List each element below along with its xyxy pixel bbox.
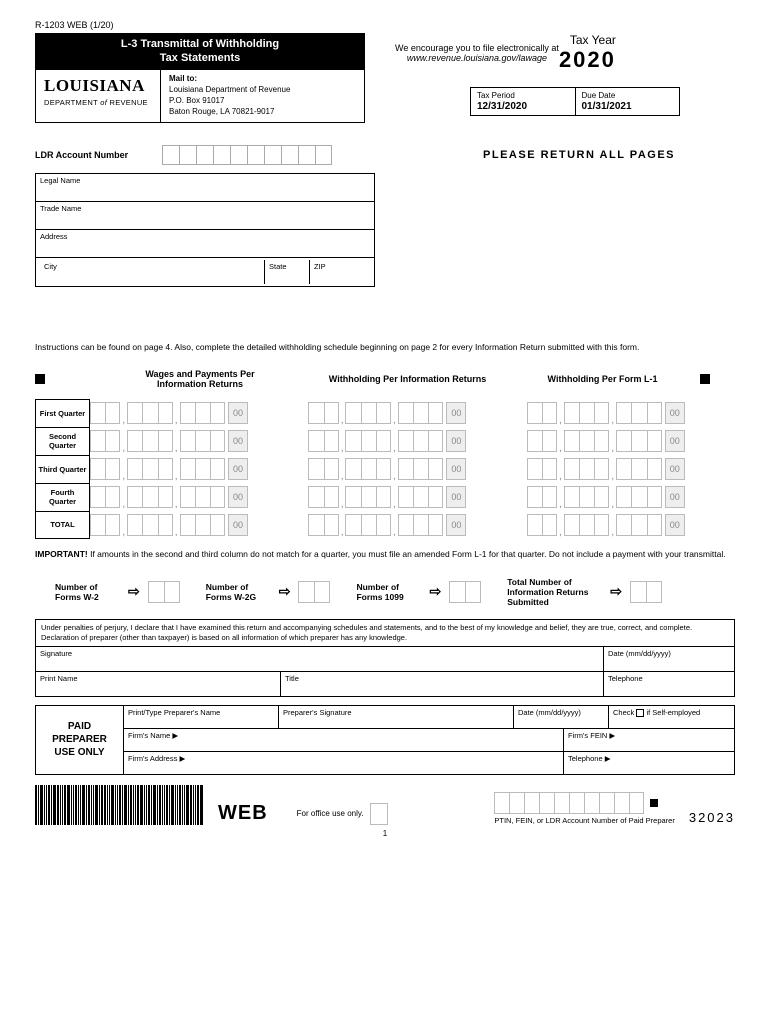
important-notice: IMPORTANT! If amounts in the second and …: [35, 549, 735, 560]
legal-name-field[interactable]: Legal Name: [36, 174, 374, 202]
f1099-count-input[interactable]: [449, 581, 481, 603]
amount-cell[interactable]: ,,00: [90, 399, 298, 427]
forms-count-row: Number of Forms W-2 ⇨ Number of Forms W-…: [35, 577, 735, 608]
total-returns-input[interactable]: [630, 581, 662, 603]
mail-to: Mail to: Louisiana Department of Revenue…: [161, 70, 364, 122]
amount-cell[interactable]: ,,00: [90, 427, 298, 455]
amount-cell[interactable]: ,,00: [308, 455, 516, 483]
tax-period: 12/31/2020: [477, 101, 569, 112]
logo-main: LOUISIANA: [44, 76, 152, 96]
amount-cell[interactable]: ,,00: [527, 483, 735, 511]
amount-cell[interactable]: ,,00: [308, 483, 516, 511]
form-id: R-1203 WEB (1/20): [35, 20, 735, 30]
account-label: LDR Account Number: [35, 150, 150, 160]
state-field[interactable]: State: [265, 260, 310, 284]
office-only-box[interactable]: [370, 803, 388, 825]
amount-cell[interactable]: ,,00: [308, 399, 516, 427]
tax-year: 2020: [559, 47, 616, 73]
self-employed-check[interactable]: Check if Self-employed: [609, 706, 734, 728]
city-field[interactable]: City: [40, 260, 265, 284]
logo: LOUISIANA DEPARTMENT of REVENUE: [36, 70, 161, 122]
due-date-label: Due Date: [582, 91, 674, 100]
amount-cell[interactable]: ,,00: [527, 427, 735, 455]
bottom-row: WEB For office use only. PTIN, FEIN, or …: [35, 785, 735, 825]
mail-label: Mail to:: [169, 74, 356, 85]
header-box: L-3 Transmittal of Withholding Tax State…: [35, 33, 365, 123]
logo-sub: DEPARTMENT of REVENUE: [44, 98, 152, 107]
w2-label: Number of Forms W-2: [55, 582, 120, 602]
amount-cell[interactable]: ,,00: [308, 511, 516, 539]
preparer-signature-field[interactable]: Preparer's Signature: [279, 706, 514, 728]
w2-count-input[interactable]: [148, 581, 180, 603]
taxpayer-info-table: Legal Name Trade Name Address City State…: [35, 173, 375, 287]
arrow-icon: ⇨: [279, 583, 291, 600]
barcode: [35, 785, 204, 825]
preparer-name-field[interactable]: Print/Type Preparer's Name: [124, 706, 279, 728]
header-row: L-3 Transmittal of Withholding Tax State…: [35, 33, 735, 123]
total-returns-label: Total Number of Information Returns Subm…: [507, 577, 602, 608]
instructions-text: Instructions can be found on page 4. Als…: [35, 342, 735, 353]
account-number-input[interactable]: [162, 145, 332, 165]
tax-year-label: Tax Year: [559, 33, 616, 47]
trade-name-field[interactable]: Trade Name: [36, 202, 374, 230]
telephone-field[interactable]: Telephone: [604, 672, 734, 696]
efile-url: www.revenue.louisiana.gov/lawage: [395, 53, 559, 63]
w2g-label: Number of Forms W-2G: [206, 582, 271, 602]
ptin-label: PTIN, FEIN, or LDR Account Number of Pai…: [494, 816, 674, 825]
ptin-input[interactable]: [494, 792, 644, 814]
office-only-label: For office use only.: [297, 809, 364, 819]
arrow-icon: ⇨: [610, 583, 622, 600]
page-number: 1: [35, 829, 735, 838]
firm-name-field[interactable]: Firm's Name ▶: [124, 729, 564, 751]
title-field[interactable]: Title: [281, 672, 604, 696]
amount-cell[interactable]: ,,00: [527, 511, 735, 539]
amount-cell[interactable]: ,,00: [527, 399, 735, 427]
amount-cell[interactable]: ,,00: [527, 455, 735, 483]
amounts-grid: First QuarterSecond QuarterThird Quarter…: [35, 399, 735, 539]
perjury-text: Under penalties of perjury, I declare th…: [36, 620, 734, 647]
preparer-heading: PAID PREPARER USE ONLY: [36, 706, 124, 774]
amount-cell[interactable]: ,,00: [90, 511, 298, 539]
web-label: WEB: [218, 802, 268, 825]
preparer-box: PAID PREPARER USE ONLY Print/Type Prepar…: [35, 705, 735, 775]
signature-date-field[interactable]: Date (mm/dd/yyyy): [604, 647, 734, 671]
return-pages-notice: PLEASE RETURN ALL PAGES: [483, 149, 675, 161]
firm-address-field[interactable]: Firm's Address ▶: [124, 752, 564, 774]
top-right: We encourage you to file electronically …: [375, 33, 735, 123]
account-row: LDR Account Number PLEASE RETURN ALL PAG…: [35, 145, 735, 165]
marker-square: [35, 374, 45, 384]
signature-field[interactable]: Signature: [36, 647, 604, 671]
form-number: 32023: [689, 810, 735, 825]
arrow-icon: ⇨: [429, 583, 441, 600]
column-headers: Wages and Payments PerInformation Return…: [35, 369, 735, 389]
amount-cell[interactable]: ,,00: [90, 483, 298, 511]
zip-field[interactable]: ZIP: [310, 260, 370, 284]
title-line2: Tax Statements: [40, 52, 360, 66]
firm-fein-field[interactable]: Firm's FEIN ▶: [564, 729, 734, 751]
efile-message: We encourage you to file electronically …: [395, 43, 559, 63]
marker-square: [650, 799, 658, 807]
period-box: Tax Period 12/31/2020 Due Date 01/31/202…: [470, 87, 680, 116]
due-date: 01/31/2021: [582, 101, 674, 112]
arrow-icon: ⇨: [128, 583, 140, 600]
marker-square: [700, 374, 710, 384]
w2g-count-input[interactable]: [298, 581, 330, 603]
firm-telephone-field[interactable]: Telephone ▶: [564, 752, 734, 774]
f1099-label: Number of Forms 1099: [356, 582, 421, 602]
amount-cell[interactable]: ,,00: [90, 455, 298, 483]
tax-form-page: R-1203 WEB (1/20) L-3 Transmittal of Wit…: [0, 0, 770, 858]
title-line1: L-3 Transmittal of Withholding: [40, 38, 360, 52]
print-name-field[interactable]: Print Name: [36, 672, 281, 696]
declaration-box: Under penalties of perjury, I declare th…: [35, 619, 735, 697]
tax-period-label: Tax Period: [477, 91, 569, 100]
form-title: L-3 Transmittal of Withholding Tax State…: [36, 34, 364, 70]
amount-cell[interactable]: ,,00: [308, 427, 516, 455]
preparer-date-field[interactable]: Date (mm/dd/yyyy): [514, 706, 609, 728]
address-field[interactable]: Address: [36, 230, 374, 258]
